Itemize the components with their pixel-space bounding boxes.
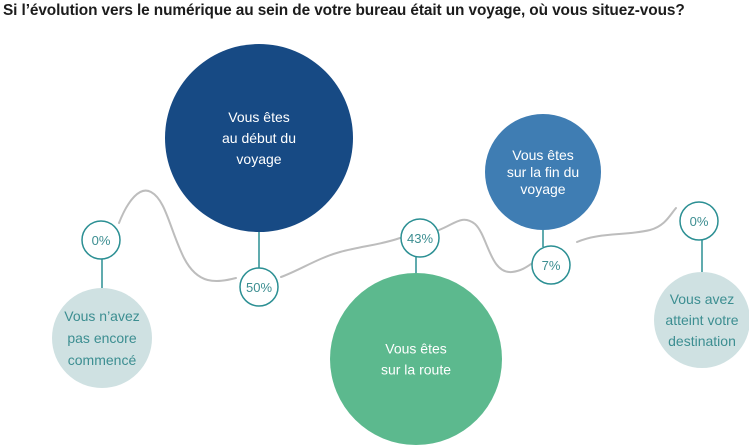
stage-bubble-2 [165,44,353,232]
stage-label-line: sur la route [381,362,451,378]
stage-label-3: Vous êtes sur la route [381,341,451,378]
stage-value-label-5: 0% [690,214,709,229]
stage-label-line: voyage [520,181,565,197]
stage-label-line: Vous êtes [228,109,290,125]
stage-value-badge-4 [531,245,571,285]
stage-value-label-3: 43% [407,231,433,246]
stage-value-badge-2 [239,267,279,307]
road-line-segment-2 [280,237,401,278]
stage-value-badge-5 [679,201,719,241]
stage-value-label-1: 0% [92,233,111,248]
stage-label-line: Vous êtes [512,147,574,163]
road-line-segment-1 [118,189,237,283]
stage-label-line: voyage [236,151,281,167]
stage-label-5: Vous avez atteint votre destination [665,291,738,349]
stage-bubble-3 [330,273,502,445]
stage-bubble-4 [485,114,601,230]
stage-label-line: pas encore [67,330,136,346]
stage-bubble-5 [654,272,749,368]
stage-label-line: destination [668,333,736,349]
road-line-segment-4 [576,207,677,243]
stage-label-line: atteint votre [665,312,738,328]
stage-label-line: Vous êtes [385,341,447,357]
stage-label-2: Vous êtes au début du voyage [222,109,296,167]
stage-label-line: sur la fin du [507,164,579,180]
stage-value-badge-1 [81,220,121,260]
chart-title: Si l’évolution vers le numérique au sein… [3,2,685,19]
stage-value-label-4: 7% [542,258,561,273]
stage-value-label-2: 50% [246,280,272,295]
stage-label-line: Vous avez [670,291,735,307]
stage-value-badge-3 [400,218,440,258]
stage-label-line: commencé [68,352,137,368]
stage-label-line: au début du [222,130,296,146]
road-line-segment-3 [438,218,535,274]
stage-bubble-1 [52,288,152,388]
stage-label-1: Vous n’avez pas encore commencé [64,308,140,368]
stage-label-line: Vous n’avez [64,308,140,324]
stage-label-4: Vous êtes sur la fin du voyage [507,147,579,197]
